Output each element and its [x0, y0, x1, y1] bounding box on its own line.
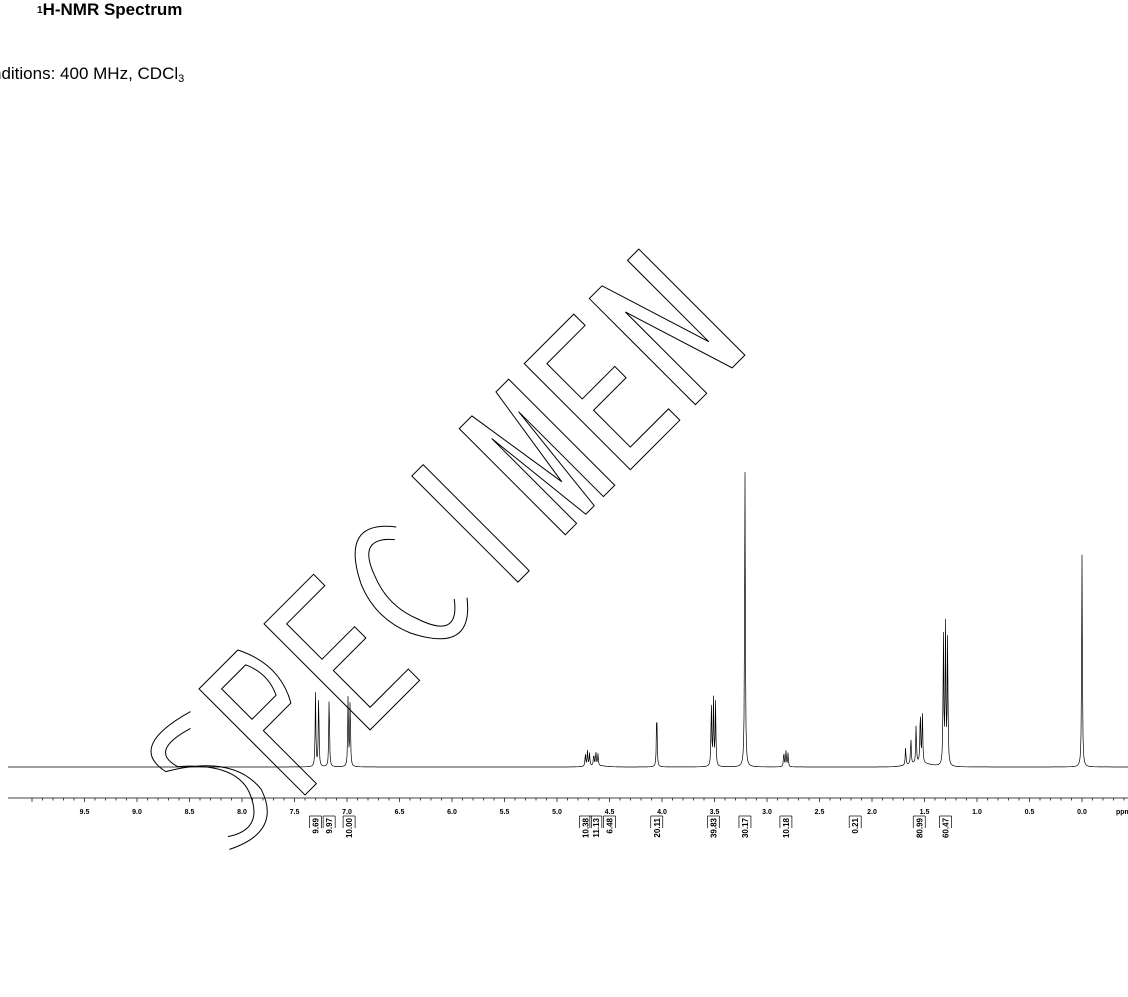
x-tick-label: 6.5 [395, 809, 405, 816]
x-tick-label: 8.5 [185, 809, 195, 816]
integral-label: 9.69 [309, 815, 322, 834]
integral-value: 39.83 [709, 817, 718, 838]
integral-label: 30.17 [738, 815, 752, 838]
watermark-letter [411, 464, 530, 583]
watermark [150, 248, 746, 850]
integral-label: 0.21 [848, 815, 862, 834]
integral-value: 9.69 [312, 817, 321, 833]
x-tick-label: 2.5 [815, 809, 825, 816]
watermark-letter [150, 711, 268, 850]
watermark-letter [458, 378, 616, 536]
x-tick-label: 4.5 [605, 809, 615, 816]
integral-label: 11.13 [589, 815, 603, 838]
x-tick-label: 9.0 [132, 809, 142, 816]
integral-label: 10.38 [578, 815, 592, 838]
x-tick-label: 1.0 [972, 809, 982, 816]
x-tick-label: 5.5 [500, 809, 510, 816]
x-axis: 9.5 9.0 8.5 8.0 7.5 7.0 6.5 6.0 5.5 5.0 4.5 4.0 3.5 3… [8, 797, 1128, 816]
watermark-text [150, 248, 746, 850]
x-tick-label: 0.0 [1077, 809, 1087, 816]
integral-value: 10.18 [782, 817, 791, 838]
x-axis-unit-label: ppm [1116, 809, 1128, 816]
watermark-letter [588, 248, 746, 406]
x-tick-label: 3.0 [762, 809, 772, 816]
integrals: 9.69 9.97 10.00 10.38 11.13 6.48 20.11 39.83 30.… [309, 815, 952, 838]
integral-label: 80.99 [912, 815, 926, 838]
x-tick-label: 9.5 [80, 809, 90, 816]
conditions-subscript: 3 [178, 73, 185, 85]
x-tick-label: 4.0 [657, 809, 667, 816]
integral-label: 60.47 [939, 815, 952, 838]
x-tick-label: 6.0 [447, 809, 457, 816]
x-tick-label: 7.0 [342, 809, 352, 816]
x-tick-label: 2.0 [867, 809, 877, 816]
integral-value: 0.21 [851, 817, 860, 833]
conditions-prefix: nditions: 400 MHz, CDCl [0, 64, 179, 83]
x-tick-label: 7.5 [290, 809, 300, 816]
integral-value: 80.99 [915, 817, 924, 838]
conditions-text: nditions: 400 MHz, CDCl3 [0, 63, 184, 87]
x-tick-label: 3.5 [710, 809, 720, 816]
integral-value: 10.38 [581, 817, 590, 838]
chart-title: 1H-NMR Spectrum [37, 0, 182, 20]
integral-value: 20.11 [653, 817, 662, 837]
integral-label: 39.83 [707, 815, 720, 838]
integral-label: 10.18 [779, 815, 793, 838]
integral-value: 60.47 [942, 817, 951, 838]
spectrum [8, 472, 1128, 768]
integral-value: 11.13 [592, 817, 601, 837]
integral-label: 10.00 [342, 815, 356, 838]
x-tick-label: 5.0 [552, 809, 562, 816]
watermark-letter [354, 525, 469, 640]
title-text: H-NMR Spectrum [42, 0, 183, 19]
integral-label: 6.48 [603, 815, 616, 834]
x-tick-label: 8.0 [237, 809, 247, 816]
spectrum-line [8, 472, 1128, 768]
watermark-letter [263, 573, 421, 731]
x-tick-label: 0.5 [1025, 809, 1035, 816]
integral-value: 30.17 [741, 817, 750, 838]
integral-label: 9.97 [322, 815, 336, 834]
integral-value: 6.48 [606, 817, 615, 833]
watermark-letter [523, 313, 681, 471]
watermark-letter [198, 649, 318, 796]
integral-label: 20.11 [650, 815, 664, 838]
title-superscript: 1 [37, 5, 43, 16]
integral-value: 9.97 [325, 817, 334, 833]
x-tick-label: 1.5 [920, 809, 930, 816]
integral-value: 10.00 [345, 817, 354, 838]
